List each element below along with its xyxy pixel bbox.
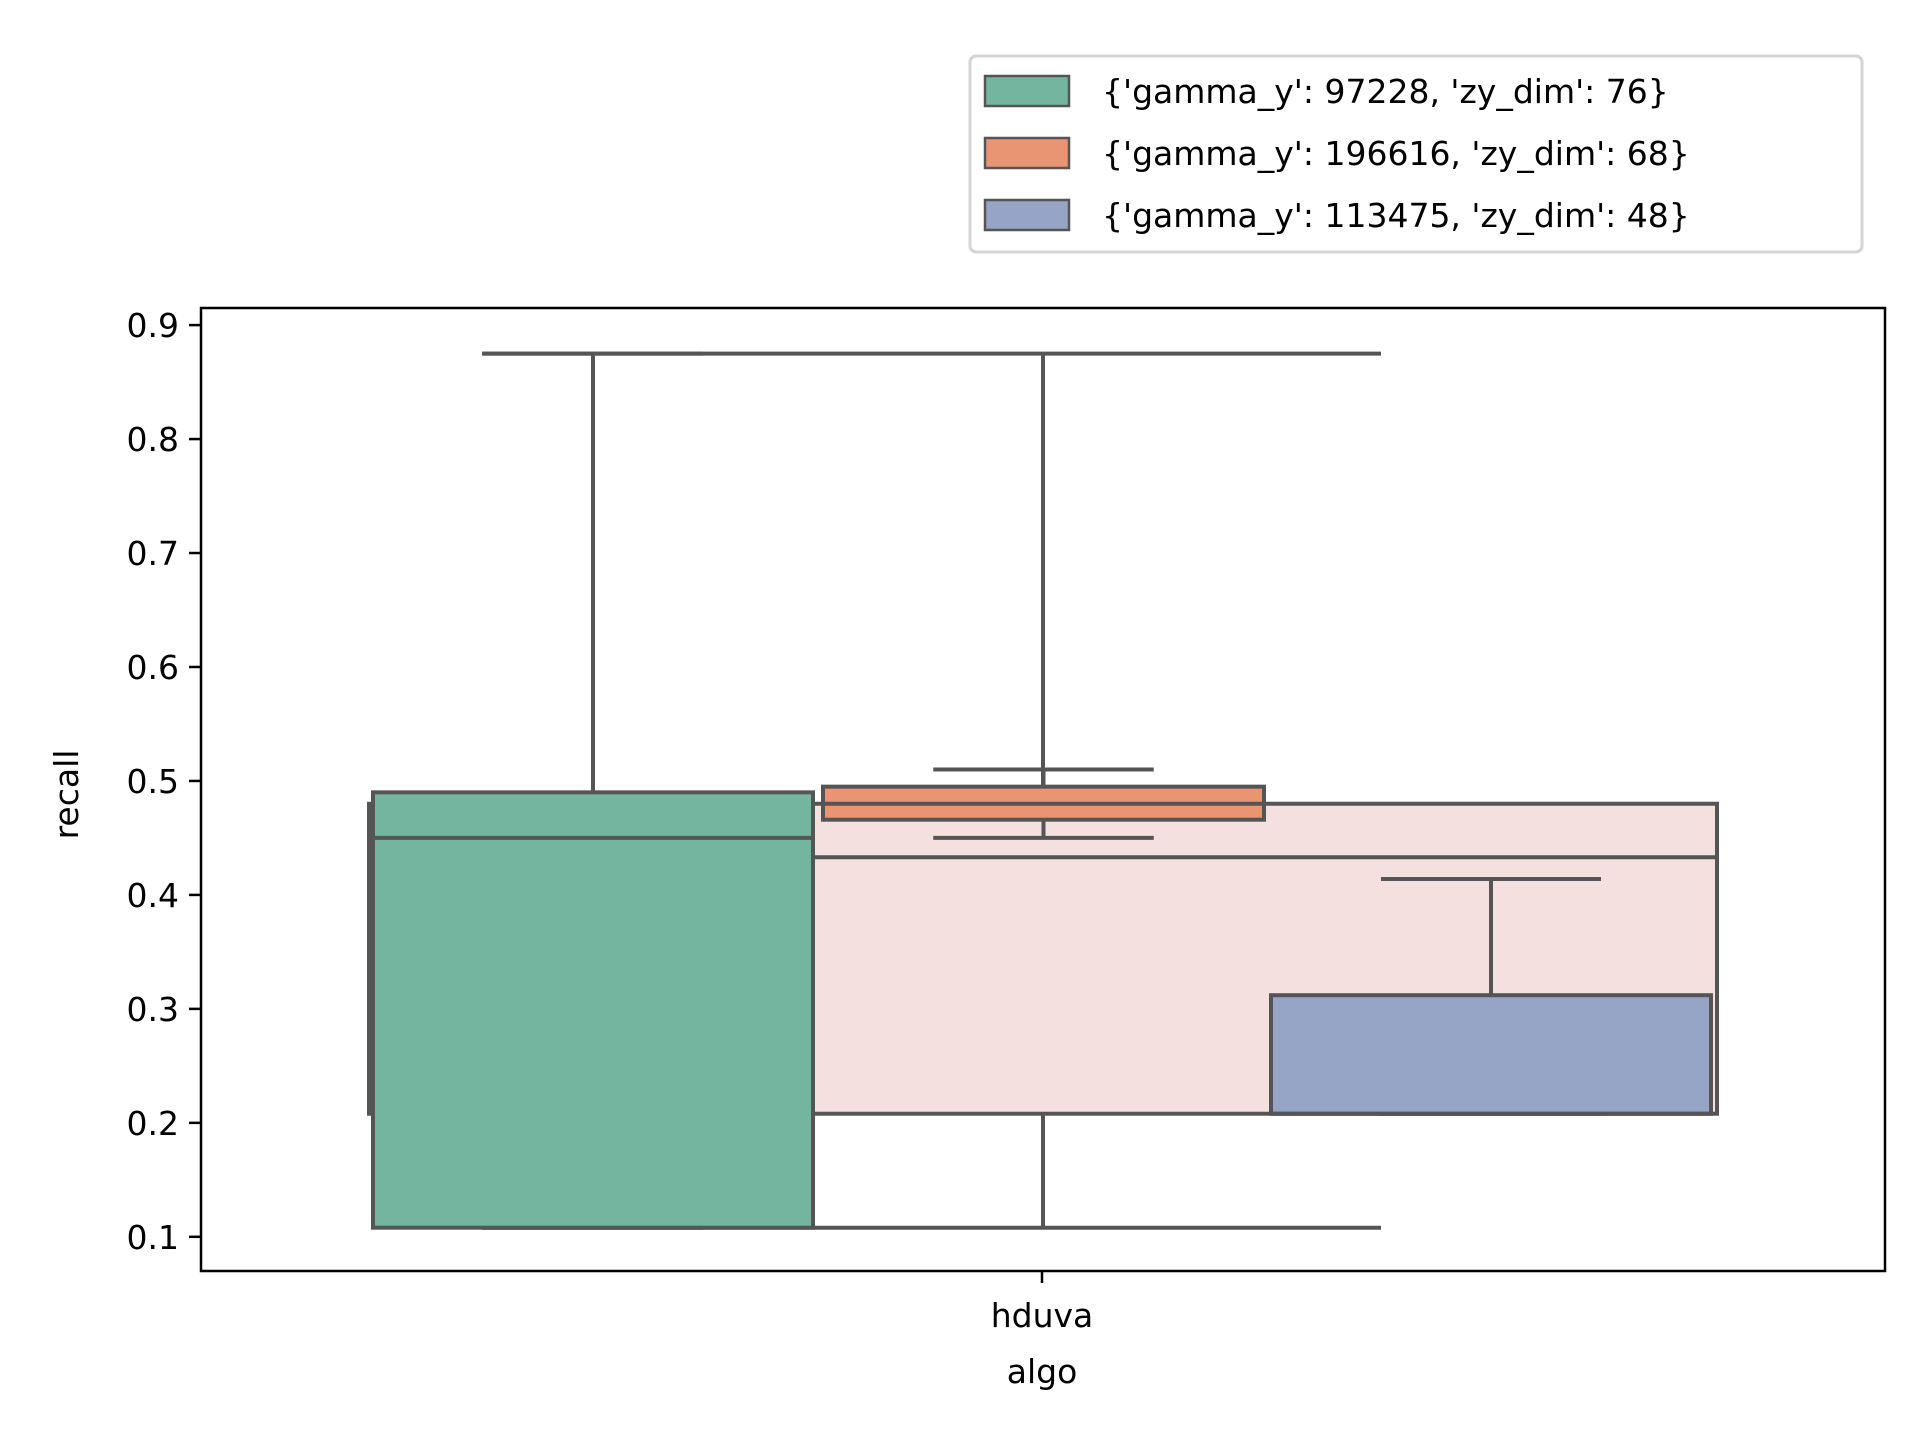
y-tick-label-5: 0.6 (127, 648, 179, 687)
y-axis-label: recall (47, 750, 86, 840)
y-tick-label-1: 0.2 (127, 1104, 179, 1143)
y-tick-label-4: 0.5 (127, 762, 179, 801)
series-1-box-group (371, 351, 815, 1230)
series-2-box-group (821, 767, 1266, 840)
x-axis-label: algo (1007, 1352, 1078, 1391)
legend-label-2: {'gamma_y': 196616, 'zy_dim': 68} (1102, 134, 1690, 173)
y-tick-label-3: 0.4 (127, 876, 179, 915)
legend-label-1: {'gamma_y': 97228, 'zy_dim': 76} (1102, 72, 1669, 111)
series-3-box (1269, 993, 1713, 1116)
legend-label-3: {'gamma_y': 113475, 'zy_dim': 48} (1102, 196, 1690, 235)
legend-swatch-2 (983, 136, 1071, 170)
y-tick-label-6: 0.7 (127, 534, 179, 573)
y-tick-label-2: 0.3 (127, 990, 179, 1029)
plot-layer (367, 351, 1719, 1230)
axes-layer: 0.1 0.2 0.3 0.4 0.5 0.6 0.7 0.8 0.9 hduva algo reca… (47, 306, 1887, 1391)
x-tick-label: hduva (991, 1296, 1094, 1335)
legend-layer: {'gamma_y': 97228, 'zy_dim': 76} {'gamma_… (968, 54, 1864, 254)
series-3-box-group (1269, 876, 1713, 1116)
legend-swatch-3 (983, 198, 1071, 232)
legend-swatch-1 (983, 74, 1071, 108)
y-tick-label-0: 0.1 (127, 1218, 179, 1257)
y-tick-label-8: 0.9 (127, 306, 179, 345)
y-tick-label-7: 0.8 (127, 420, 179, 459)
legend-box (968, 54, 1864, 254)
series-1-box (371, 790, 815, 1230)
